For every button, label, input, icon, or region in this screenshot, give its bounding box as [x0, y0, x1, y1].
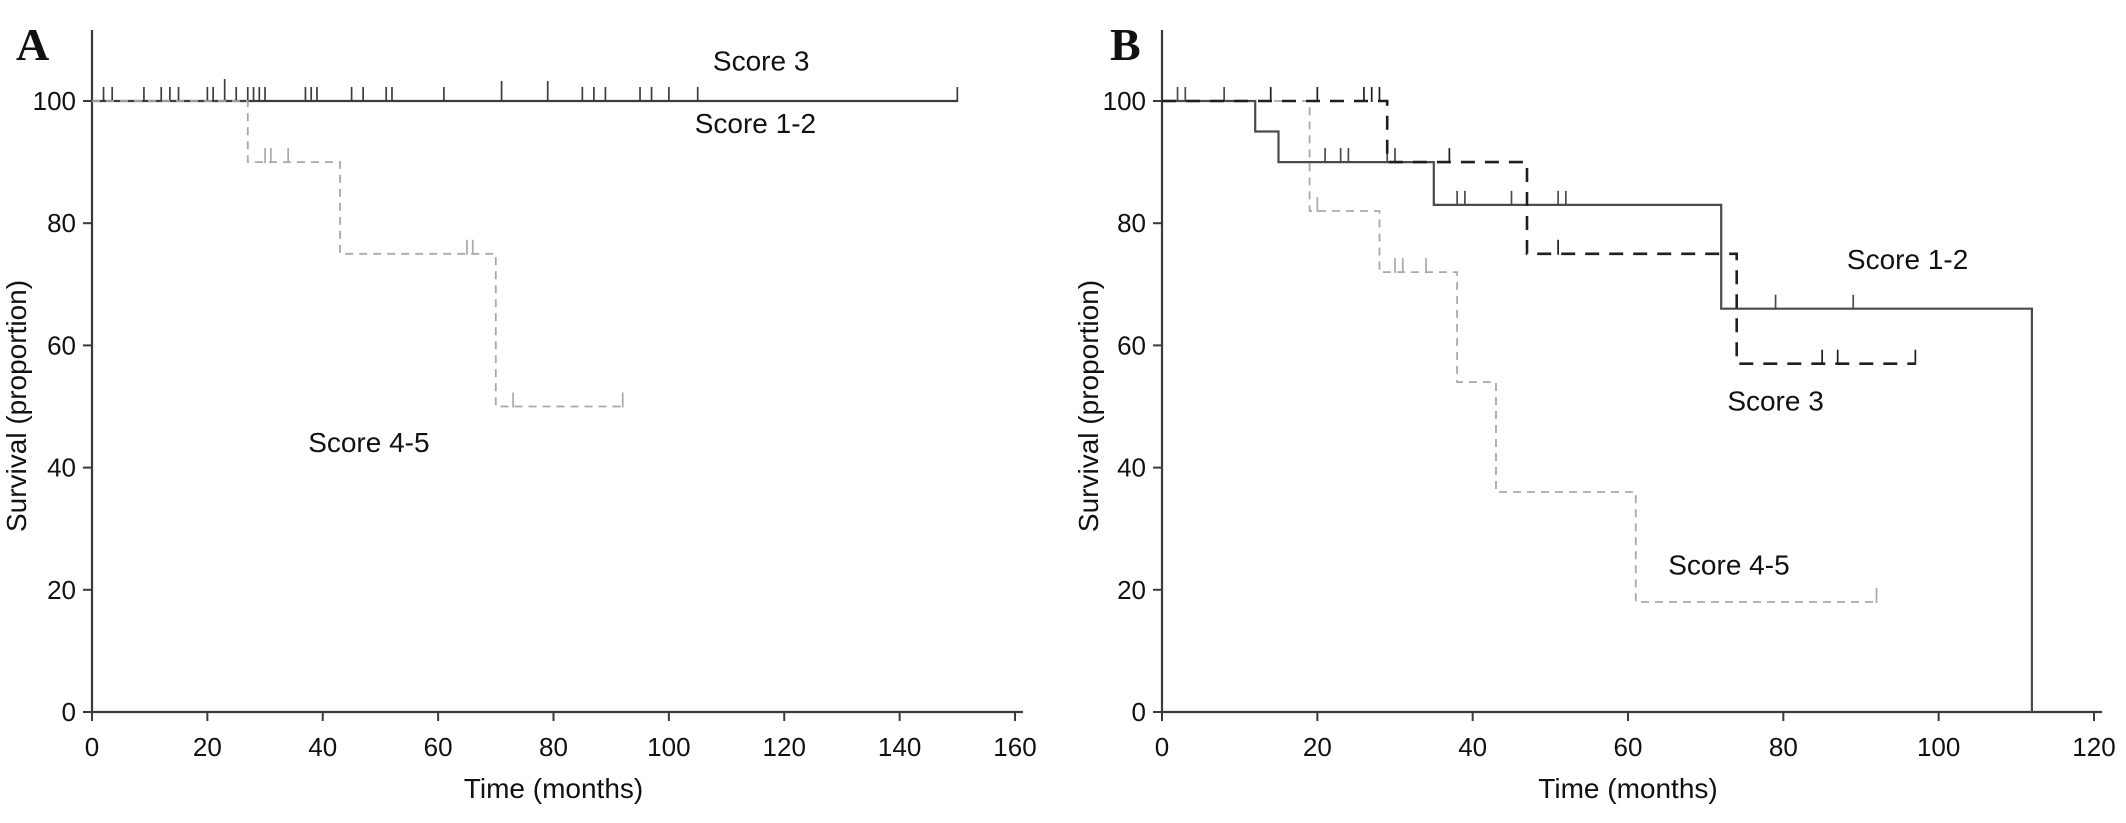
x-tick-label: 60 [424, 732, 453, 762]
x-tick-label: 40 [308, 732, 337, 762]
series-label: Score 1-2 [1847, 244, 1968, 275]
survival-curve [92, 100, 623, 408]
survival-curve [1162, 99, 1916, 365]
x-tick-label: 120 [2072, 732, 2115, 762]
series-score-1-2: Score 1-2 [1162, 87, 2033, 712]
x-tick-label: 160 [993, 732, 1036, 762]
panel-B: B 0 20 40 60 80 100 120 0 20 40 60 80 100 Time (months… [1073, 19, 2116, 804]
y-tick-label: 40 [1117, 453, 1146, 483]
x-axis-title: Time (months) [464, 773, 643, 804]
x-tick-label: 20 [1303, 732, 1332, 762]
series-label: Score 4-5 [308, 427, 429, 458]
x-tick-label: 0 [85, 732, 99, 762]
x-tick-label: 100 [647, 732, 690, 762]
y-tick-label: 60 [1117, 330, 1146, 360]
x-tick-label: 80 [1769, 732, 1798, 762]
y-axis-title: Survival (proportion) [1, 280, 32, 532]
x-tick-label: 20 [193, 732, 222, 762]
x-axis-title: Time (months) [1538, 773, 1717, 804]
y-tick-label: 0 [1132, 697, 1146, 727]
x-tick-label: 100 [1917, 732, 1960, 762]
panel-letter-B: B [1110, 19, 1141, 70]
x-tick-label: 60 [1614, 732, 1643, 762]
y-tick-label: 20 [47, 575, 76, 605]
y-tick-label: 80 [1117, 208, 1146, 238]
y-tick-label: 80 [47, 208, 76, 238]
x-tick-label: 0 [1155, 732, 1169, 762]
series-label: Score 3 [1727, 386, 1824, 417]
panel-letter-A: A [16, 19, 49, 70]
series-score-3: Score 3 [1162, 87, 1917, 417]
survival-curve [1162, 100, 1877, 603]
y-tick-label: 100 [33, 86, 76, 116]
series-score-3: Score 3 [92, 45, 959, 103]
survival-curve [1162, 99, 2033, 712]
x-tick-label: 140 [878, 732, 921, 762]
y-tick-label: 100 [1103, 86, 1146, 116]
series-score-4-5: Score 4-5 [92, 100, 624, 458]
series-label: Score 4-5 [1668, 549, 1789, 580]
series-score-4-5: Score 4-5 [1162, 100, 1878, 604]
series-label: Score 1-2 [695, 108, 816, 139]
x-tick-label: 120 [763, 732, 806, 762]
y-tick-label: 60 [47, 330, 76, 360]
x-tick-label: 40 [1458, 732, 1487, 762]
x-tick-label: 80 [539, 732, 568, 762]
y-tick-label: 40 [47, 453, 76, 483]
series-label: Score 3 [713, 45, 810, 76]
y-axis-title: Survival (proportion) [1073, 280, 1104, 532]
series-score-1-2: Score 1-2 [92, 100, 958, 139]
y-tick-label: 0 [62, 697, 76, 727]
y-tick-label: 20 [1117, 575, 1146, 605]
